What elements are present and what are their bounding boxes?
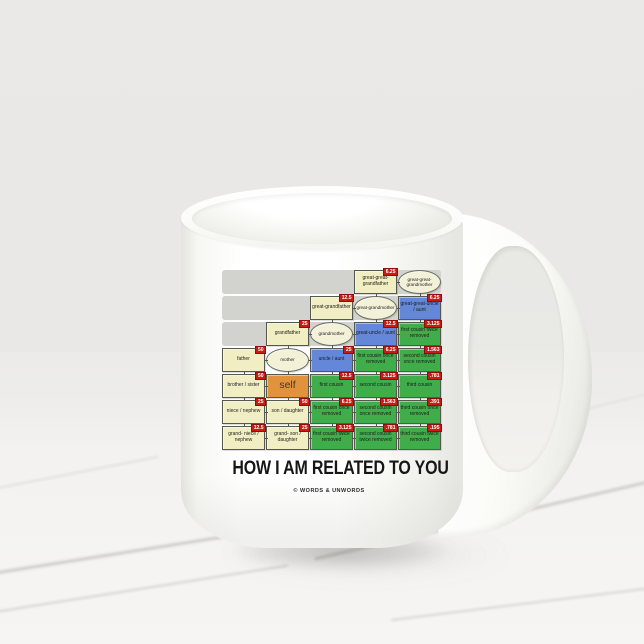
printed-design: great-great-grandfather 6.25 great-great-g… bbox=[214, 262, 449, 502]
mug-handle-hole bbox=[468, 246, 564, 472]
cell-label: second cousin once removed bbox=[359, 405, 392, 417]
cell-label: first cousin once removed bbox=[313, 405, 350, 417]
percent-badge: 6.25 bbox=[339, 398, 354, 406]
percent-badge: 50 bbox=[255, 346, 266, 354]
cell-second-cousin-twice-removed: second cousin twice removed .781 bbox=[352, 423, 398, 450]
percent-badge: 6.25 bbox=[427, 294, 442, 302]
cell-uncle-aunt: uncle / aunt 25 bbox=[308, 345, 354, 372]
percent-badge: 12.5 bbox=[383, 320, 398, 328]
cell-label: first cousin twice removed bbox=[313, 431, 350, 443]
cell-self: self bbox=[264, 371, 309, 398]
percent-badge: 3.125 bbox=[380, 372, 398, 380]
percent-badge: 25 bbox=[343, 346, 354, 354]
cell-label: first cousin bbox=[319, 382, 344, 389]
marble-vein bbox=[390, 584, 644, 622]
cell-label: great-great-grandfather bbox=[362, 275, 389, 287]
percent-badge: 3.125 bbox=[336, 424, 354, 432]
cell-great-great-grandfather: great-great-grandfather 6.25 bbox=[354, 268, 398, 294]
cell-great-great-grandmother: great-great-grandmother bbox=[396, 270, 441, 294]
percent-badge: 12.5 bbox=[339, 294, 354, 302]
cell-label: great-great-grandmother bbox=[406, 276, 433, 287]
design-credit: © WORDS & UNWORDS bbox=[293, 488, 365, 494]
percent-badge: 1.563 bbox=[380, 398, 398, 406]
cell-second-cousin-once-removed: second cousin once removed 1.563 bbox=[396, 345, 442, 372]
percent-badge: 50 bbox=[299, 398, 310, 406]
percent-badge: .391 bbox=[427, 398, 442, 406]
cell-brother-sister: brother / sister 50 bbox=[222, 371, 266, 398]
cell-son-daughter: son / daughter 50 bbox=[264, 397, 310, 424]
cell-label: second cousin bbox=[359, 382, 392, 389]
percent-badge: 1.563 bbox=[424, 346, 442, 354]
percent-badge: 50 bbox=[255, 372, 266, 380]
cell-label: great-grandfather bbox=[312, 304, 351, 311]
percent-badge: 3.125 bbox=[424, 320, 442, 328]
cell-label: first cousin once removed bbox=[357, 353, 394, 365]
cell-label: third cousin twice removed bbox=[400, 431, 439, 443]
cell-label: grand- son / daughter bbox=[274, 431, 301, 443]
cell-great-grandfather: great-grandfather 12.5 bbox=[310, 294, 354, 320]
cell-grand-son-daughter: grand- son / daughter 25 bbox=[264, 423, 310, 450]
percent-badge: 6.25 bbox=[383, 268, 398, 276]
cell-label: niece / nephew bbox=[226, 408, 261, 415]
cell-label: son / daughter bbox=[271, 408, 304, 415]
percent-badge: .781 bbox=[427, 372, 442, 380]
cell-label: great-grandmother bbox=[356, 305, 395, 311]
cell-label: third cousin once removed bbox=[400, 405, 439, 417]
percent-badge: .195 bbox=[427, 424, 442, 432]
relationship-chart: great-great-grandfather 6.25 great-great-g… bbox=[222, 268, 442, 450]
cell-niece-nephew: niece / nephew 25 bbox=[222, 397, 266, 424]
cell-label: grandfather bbox=[274, 330, 301, 337]
cell-first-cousin-once-removed: first cousin once removed 6.25 bbox=[352, 345, 398, 372]
cell-label: uncle / aunt bbox=[318, 356, 345, 363]
cell-father: father 50 bbox=[222, 346, 266, 372]
cell-second-cousin: second cousin 3.125 bbox=[352, 371, 398, 398]
cell-first-cousin: first cousin 12.5 bbox=[308, 371, 354, 398]
cell-grand-niece-nephew: grand- niece / nephew 12.5 bbox=[222, 423, 266, 450]
cell-label: great-uncle / aunt bbox=[356, 330, 395, 337]
cell-label: grand- niece / nephew bbox=[228, 431, 259, 443]
mug-opening bbox=[192, 193, 452, 244]
percent-badge: 6.25 bbox=[383, 346, 398, 354]
cell-great-grandmother: great-grandmother bbox=[352, 293, 397, 320]
cell-grandmother: grandmother bbox=[308, 319, 353, 346]
cell-first-cousin-twice-removed: first cousin twice removed 3.125 bbox=[308, 423, 354, 450]
cell-first-cousin-once-removed: first cousin once removed 6.25 bbox=[308, 397, 354, 424]
cell-label: great-great-uncle / aunt bbox=[400, 301, 439, 313]
cell-label: self bbox=[279, 379, 296, 392]
percent-badge: 25 bbox=[299, 424, 310, 432]
cell-label: first cousin twice removed bbox=[401, 327, 438, 339]
cell-label: brother / sister bbox=[227, 382, 260, 389]
cell-mother: mother bbox=[264, 345, 309, 372]
percent-badge: .781 bbox=[383, 424, 398, 432]
percent-badge: 12.5 bbox=[339, 372, 354, 380]
cell-third-cousin-twice-removed: third cousin twice removed .195 bbox=[396, 423, 442, 450]
cell-first-cousin-twice-removed: first cousin twice removed 3.125 bbox=[396, 319, 442, 346]
cell-third-cousin-once-removed: third cousin once removed .391 bbox=[396, 397, 442, 424]
cell-label: grandmother bbox=[318, 331, 345, 337]
percent-badge: 25 bbox=[299, 320, 310, 328]
cell-great-uncle-aunt: great-uncle / aunt 12.5 bbox=[352, 319, 398, 346]
percent-badge: 25 bbox=[255, 398, 266, 406]
cell-label: mother bbox=[280, 357, 295, 363]
cell-grandfather: grandfather 25 bbox=[266, 320, 310, 346]
cell-second-cousin-once-removed: second cousin once removed 1.563 bbox=[352, 397, 398, 424]
cell-label: third cousin bbox=[406, 382, 433, 389]
percent-badge: 12.5 bbox=[251, 424, 266, 432]
cell-great-great-uncle-aunt: great-great-uncle / aunt 6.25 bbox=[396, 293, 442, 320]
cell-third-cousin: third cousin .781 bbox=[396, 371, 442, 398]
cell-label: father bbox=[237, 356, 250, 363]
cell-label: second cousin once removed bbox=[403, 353, 436, 365]
design-title: HOW I AM RELATED TO YOU bbox=[232, 458, 449, 479]
cell-label: second cousin twice removed bbox=[359, 431, 392, 443]
